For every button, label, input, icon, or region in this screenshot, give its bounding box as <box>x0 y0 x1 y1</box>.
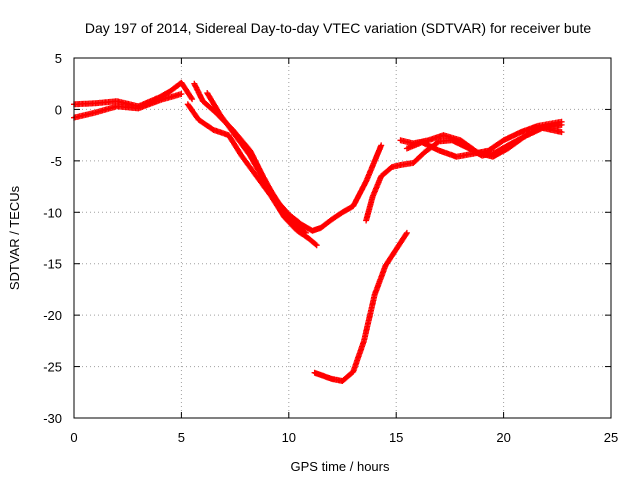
ticks <box>73 57 612 419</box>
y-tick-label: -5 <box>50 154 62 169</box>
x-tick-labels: 0 5 10 15 20 25 <box>70 430 618 445</box>
x-tick-label: 10 <box>282 430 296 445</box>
y-tick-label: -25 <box>43 360 62 375</box>
y-tick-label: -15 <box>43 257 62 272</box>
series-track-i <box>311 229 410 384</box>
x-tick-label: 5 <box>178 430 185 445</box>
plot-frame <box>73 57 612 419</box>
y-tick-label: 0 <box>55 102 62 117</box>
y-axis-label: SDTVAR / TECUs <box>7 185 22 290</box>
x-axis-label: GPS time / hours <box>291 459 390 474</box>
y-tick-labels: 5 0 -5 -10 -15 -20 -25 -30 <box>43 51 62 426</box>
chart-title: Day 197 of 2014, Sidereal Day-to-day VTE… <box>85 20 592 36</box>
y-tick-label: -30 <box>43 411 62 426</box>
y-tick-label: -10 <box>43 205 62 220</box>
x-tick-label: 0 <box>70 430 77 445</box>
x-tick-label: 15 <box>389 430 403 445</box>
x-tick-label: 25 <box>604 430 618 445</box>
series-track-e <box>204 90 309 236</box>
y-tick-label: 5 <box>55 51 62 66</box>
series-track-h <box>403 118 565 160</box>
x-tick-label: 20 <box>496 430 510 445</box>
data-points <box>71 79 565 384</box>
y-tick-label: -20 <box>43 308 62 323</box>
